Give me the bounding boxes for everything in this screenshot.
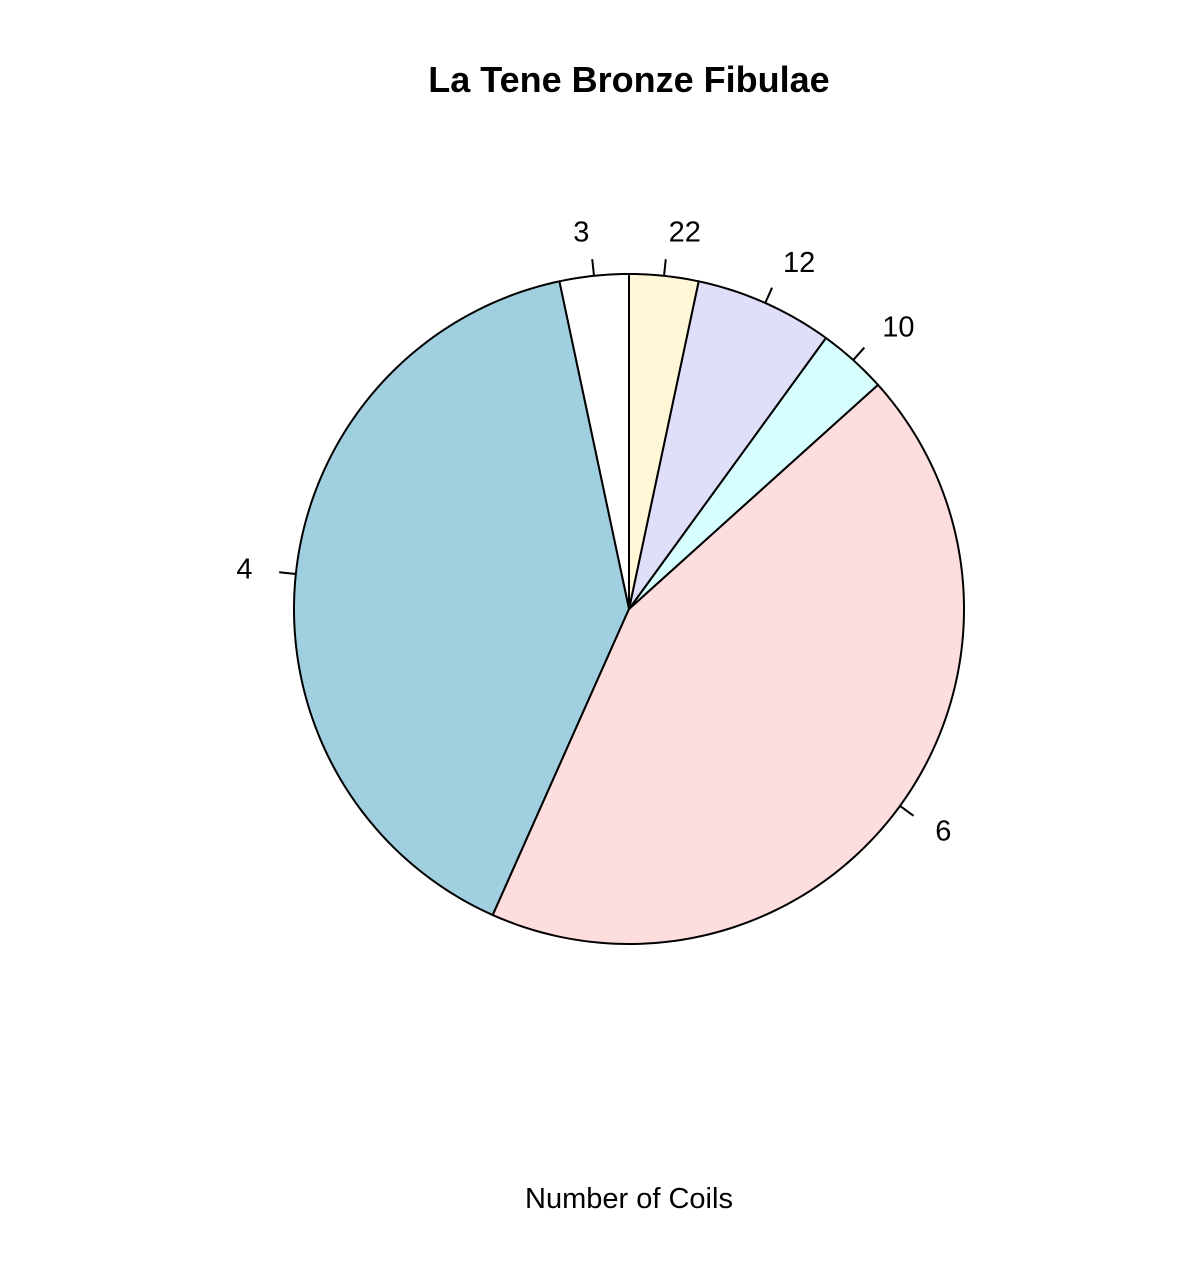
pie-slice-10: [628, 336, 879, 610]
pie-slice-6: [491, 383, 965, 945]
pie-slice-12: [628, 280, 827, 610]
slice-labels: 3 4 6 10 12 22: [236, 217, 951, 848]
slice-label-4: 4: [236, 553, 252, 585]
slice-label-3: 3: [573, 217, 589, 249]
pie-slice-22: [628, 273, 700, 610]
slice-label-ticks: [279, 259, 915, 817]
slice-label-12: 12: [783, 247, 815, 279]
slice-tick-6: [899, 805, 915, 817]
slice-tick-4: [279, 571, 296, 575]
slice-label-10: 10: [882, 312, 914, 344]
pie-slices: [293, 273, 965, 945]
slice-tick-10: [852, 346, 866, 361]
chart-title: La Tene Bronze Fibulae: [428, 59, 829, 100]
slice-label-6: 6: [935, 816, 951, 848]
slice-tick-12: [764, 287, 773, 304]
slice-label-22: 22: [669, 217, 701, 249]
pie-slice-4: [293, 280, 630, 917]
slice-tick-22: [663, 259, 667, 276]
x-axis-label: Number of Coils: [525, 1183, 733, 1215]
slice-tick-3: [591, 259, 595, 276]
